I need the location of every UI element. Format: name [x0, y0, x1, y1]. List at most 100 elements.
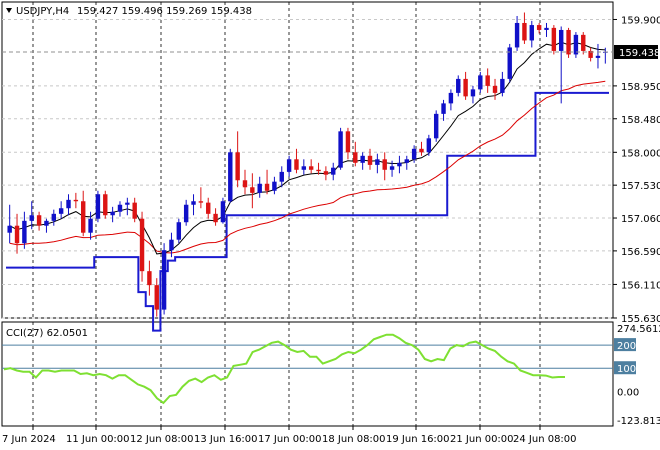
time-tick-label: 13 Jun 16:00: [194, 434, 258, 445]
time-tick-label: 18 Jun 08:00: [322, 434, 386, 445]
cci-axis: 274.5612 200 100 0.00 -123.8133: [614, 324, 660, 427]
candle-body: [103, 194, 108, 216]
price-tick-label: 158.950: [621, 82, 660, 93]
price-tick-label: 155.630: [621, 314, 660, 325]
candlesticks: [7, 12, 608, 317]
candle-body: [73, 199, 79, 202]
candle-body: [139, 218, 145, 272]
candle-body: [566, 29, 571, 55]
candle-body: [81, 201, 86, 233]
candle-body: [463, 78, 468, 97]
candle-body: [198, 201, 204, 203]
cci-tick-label: 0.00: [617, 387, 639, 398]
candle-body: [441, 103, 446, 114]
cci-series: [2, 333, 613, 405]
candle-body: [132, 202, 137, 219]
candle-body: [588, 50, 593, 58]
candle-body: [22, 220, 27, 244]
cci-tick-label: 274.5612: [617, 324, 660, 335]
ohlc-readout: 159.427 159.496 159.269 159.438: [77, 6, 252, 17]
cci-level-badge: [614, 361, 636, 375]
candle-body: [375, 159, 380, 165]
candle-body: [301, 166, 307, 170]
cci-tick-label: -123.8133: [617, 416, 660, 427]
candle-body: [551, 27, 557, 51]
trailing-stop-line: [6, 91, 609, 332]
time-tick-label: 19 Jun 16:00: [386, 434, 450, 445]
candle-body: [338, 131, 343, 168]
candle-body: [316, 169, 321, 172]
candle-body: [514, 22, 520, 48]
current-price-badge: [614, 45, 658, 59]
candle-body: [470, 89, 476, 97]
candle-body: [404, 159, 409, 163]
candle-body: [419, 148, 424, 153]
price-tick-label: 158.000: [621, 148, 660, 159]
candle-body: [191, 201, 196, 205]
candle-body: [448, 92, 454, 104]
candle-body: [573, 34, 579, 55]
cci-tick-label: 200: [617, 341, 636, 352]
current-price-value: 159.438: [619, 48, 660, 59]
cci-line: [3, 333, 565, 405]
candle-body: [558, 29, 564, 51]
candle-body: [250, 187, 255, 193]
candle-body: [279, 171, 284, 182]
candle-body: [220, 201, 226, 223]
price-tick-label: 156.590: [621, 247, 660, 258]
candle-body: [529, 25, 534, 41]
candle-body: [88, 218, 93, 233]
time-axis: 7 Jun 2024 11 Jun 00:00 12 Jun 08:00 13 Jun…: [2, 426, 577, 445]
candle-body: [161, 250, 167, 310]
candle-body: [183, 204, 189, 223]
candle-body: [235, 152, 240, 181]
price-tick-label: 157.060: [621, 214, 660, 225]
candle-body: [522, 22, 527, 41]
symbol-label: USDJPY,H4: [16, 6, 69, 17]
candle-body: [426, 138, 432, 153]
price-tick-label: 159.900: [621, 15, 660, 26]
price-axis: 159.900 158.950 158.480 158.000 157.530 157.0…: [613, 15, 660, 325]
candle-body: [228, 152, 233, 202]
candle-body: [308, 166, 314, 170]
main-panel: [1, 1, 614, 319]
candle-body: [581, 34, 586, 51]
candle-body: [536, 25, 542, 30]
candle-body: [323, 171, 329, 175]
candle-body: [367, 155, 373, 165]
candle-body: [478, 75, 483, 90]
candle-body: [397, 162, 402, 167]
time-tick-label: 24 Jun 08:00: [513, 434, 577, 445]
candle-body: [51, 213, 57, 221]
moving-averages: [9, 41, 606, 255]
price-tick-label: 156.110: [621, 280, 660, 291]
candle-body: [95, 194, 101, 219]
candle-body: [36, 215, 42, 226]
candle-body: [360, 155, 365, 163]
price-tick-label: 158.480: [621, 115, 660, 126]
candle-body: [110, 211, 115, 216]
ma-slow-line: [9, 80, 606, 254]
price-tick-label: 157.530: [621, 181, 660, 192]
candle-body: [213, 213, 218, 223]
grid: [2, 2, 613, 426]
cci-label: CCI(27) 62.0501: [6, 328, 88, 339]
candle-body: [242, 180, 248, 188]
time-tick-label: 7 Jun 2024: [2, 434, 56, 445]
candle-body: [169, 239, 174, 251]
candle-body: [433, 113, 439, 139]
candle-body: [411, 148, 417, 160]
candle-body: [14, 225, 20, 244]
candle-body: [331, 167, 336, 175]
candle-body: [176, 222, 182, 240]
candle-body: [507, 47, 512, 79]
candle-body: [206, 202, 211, 214]
candle-body: [44, 220, 49, 226]
candle-body: [345, 131, 351, 153]
ma-fast-line: [9, 41, 606, 255]
candle-body: [294, 159, 299, 170]
symbol-dropdown-icon[interactable]: [6, 8, 12, 13]
candle-body: [7, 225, 12, 233]
candle-body: [595, 55, 601, 58]
